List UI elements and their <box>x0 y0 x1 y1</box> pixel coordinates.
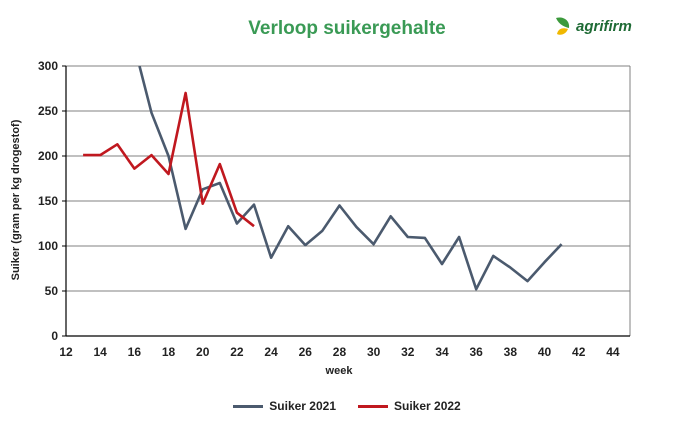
x-tick-label: 30 <box>367 345 381 359</box>
x-tick-label: 32 <box>401 345 415 359</box>
series-line-suiker-2022 <box>83 91 255 228</box>
x-tick-label: 14 <box>94 345 108 359</box>
agrifirm-leaf-icon <box>556 17 570 35</box>
chart-title: Verloop suikergehalte <box>248 18 446 39</box>
x-tick-label: 40 <box>538 345 552 359</box>
x-tick-label: 42 <box>572 345 586 359</box>
x-tick-label: 22 <box>230 345 244 359</box>
x-tick-label: 36 <box>470 345 484 359</box>
gridlines <box>66 65 631 336</box>
logo-text: agrifirm <box>576 17 632 35</box>
agrifirm-logo: agrifirm <box>553 13 632 39</box>
legend-label-2022: Suiker 2022 <box>394 399 461 413</box>
axes: 300 250 200 150 100 50 012 14 16 18 20 22 24 26 28 30 32… <box>38 59 630 359</box>
x-tick-label: 26 <box>299 345 313 359</box>
series-lines <box>83 66 563 291</box>
legend-item-2022: Suiker 2022 <box>358 399 461 413</box>
y-axis-label: Suiker (gram per kg drogestof) <box>10 119 22 280</box>
legend-label-2021: Suiker 2021 <box>269 399 336 413</box>
x-tick-label: 12 <box>59 345 73 359</box>
legend-swatch-2022 <box>358 404 388 408</box>
x-tick-label: 38 <box>504 345 518 359</box>
x-tick-label: 18 <box>162 345 176 359</box>
y-tick-label: 100 <box>38 239 58 253</box>
y-tick-label: 300 <box>38 59 58 73</box>
y-tick-label: 200 <box>38 149 58 163</box>
x-tick-label: 28 <box>333 345 347 359</box>
legend-swatch-2021 <box>233 404 264 408</box>
y-tick-label: 150 <box>38 194 58 208</box>
legend: Suiker 2021 Suiker 2022 <box>0 399 694 413</box>
x-axis-label: week <box>325 365 354 377</box>
x-tick-label: 20 <box>196 345 210 359</box>
legend-item-2021: Suiker 2021 <box>233 399 336 413</box>
x-tick-label: 44 <box>606 345 620 359</box>
x-tick-label: 24 <box>264 345 278 359</box>
y-tick-label: 50 <box>45 284 59 298</box>
series-line-suiker-2021 <box>138 66 563 291</box>
x-tick-label: 16 <box>128 345 142 359</box>
x-tick-label: 34 <box>435 345 449 359</box>
y-tick-label: 0 <box>51 329 58 343</box>
y-tick-label: 250 <box>38 104 58 118</box>
